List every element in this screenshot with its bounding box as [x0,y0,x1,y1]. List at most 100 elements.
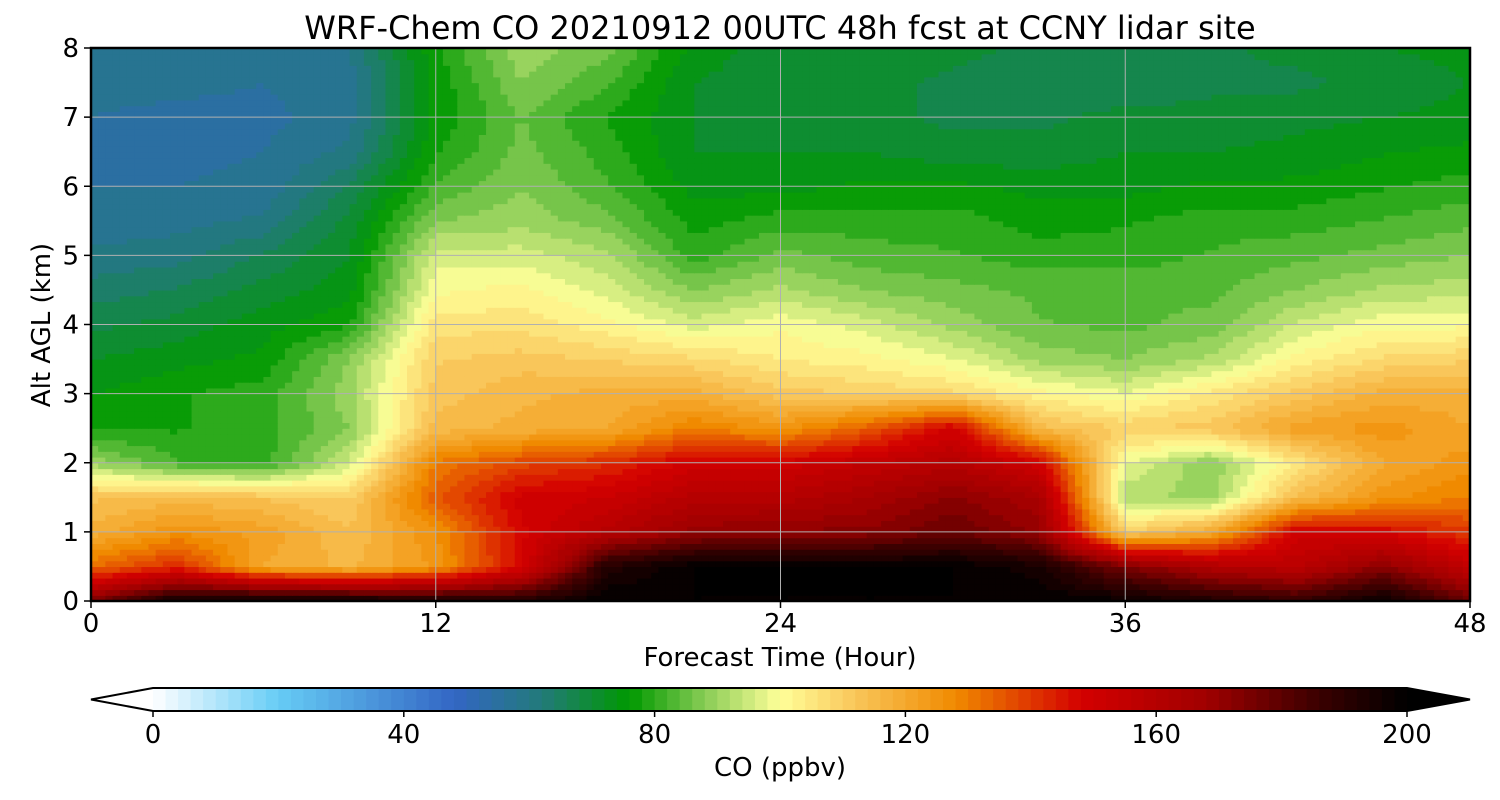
field-cell [191,537,200,544]
field-cell [342,537,351,544]
field-cell [105,543,114,550]
field-cell [263,583,272,591]
field-cell [1462,456,1470,464]
field-cell [1434,485,1442,493]
field-cell [1010,589,1019,596]
field-cell [758,549,767,556]
field-cell [586,583,595,591]
field-cell [1333,583,1342,591]
field-cell [378,572,387,579]
field-cell [335,468,343,475]
field-cell [529,531,537,539]
field-cell [536,462,545,470]
field-cell [277,514,286,521]
field-cell [938,480,947,487]
field-cell [773,577,782,585]
field-cell [644,514,652,521]
field-cell [284,583,293,591]
field-cell [744,485,753,493]
field-cell [830,474,839,481]
field-cell [1383,566,1392,573]
field-cell [148,480,157,487]
field-cell [758,595,767,601]
field-cell [292,462,300,470]
field-cell [1355,526,1363,533]
field-cell [177,554,185,562]
field-cell [155,537,164,544]
field-cell [1383,595,1392,601]
field-cell [91,474,99,481]
field-cell [615,577,624,585]
field-cell [1398,520,1406,527]
field-cell [1376,451,1385,458]
field-cell [514,577,523,585]
field-cell [665,520,674,527]
field-cell [378,526,387,533]
field-cell [1311,566,1320,573]
field-cell [586,543,595,550]
field-cell [134,589,142,596]
field-cell [909,451,918,458]
field-cell [1218,560,1227,568]
field-cell [909,520,918,527]
field-cell [256,503,264,510]
field-cell [162,583,171,591]
field-cell [292,537,300,544]
field-cell [557,583,566,591]
field-cell [435,589,444,596]
field-cell [1110,514,1119,521]
field-cell [342,514,351,521]
field-cell [471,480,480,487]
field-cell [1118,451,1126,458]
field-cell [227,560,236,568]
field-cell [363,583,372,591]
field-cell [744,589,753,596]
field-cell [213,451,221,458]
field-cell [629,508,638,516]
field-cell [967,503,976,510]
field-cell [1455,474,1464,481]
field-cell [399,572,408,579]
field-cell [1434,537,1442,544]
field-cell [636,491,645,498]
field-cell [1383,572,1392,579]
field-cell [1462,537,1470,544]
field-cell [1362,537,1371,544]
field-cell [320,526,329,533]
field-cell [234,566,243,573]
field-cell [500,451,509,458]
field-cell [744,514,753,521]
field-cell [177,508,185,516]
field-cell [1189,560,1198,568]
field-cell [579,595,588,601]
field-cell [241,566,250,573]
field-cell [665,468,674,475]
field-cell [378,531,387,539]
field-cell [1024,554,1033,562]
field-cell [1082,526,1090,533]
field-cell [658,583,667,591]
field-cell [1297,531,1306,539]
field-cell [1340,462,1349,470]
field-cell [952,543,961,550]
field-cell [241,514,250,521]
field-cell [974,474,983,481]
field-cell [421,543,430,550]
field-cell [493,474,501,481]
field-cell [414,485,422,493]
field-cell [823,554,832,562]
field-cell [342,595,351,601]
field-cell [1297,474,1306,481]
field-cell [730,503,738,510]
field-cell [529,520,537,527]
field-cell [1240,497,1248,504]
field-cell [270,549,279,556]
field-cell [1398,526,1406,533]
field-cell [694,577,703,585]
field-cell [967,462,976,470]
field-cell [873,554,882,562]
field-cell [572,595,580,601]
field-cell [1326,560,1335,568]
field-cell [1326,508,1335,516]
field-cell [148,451,157,458]
